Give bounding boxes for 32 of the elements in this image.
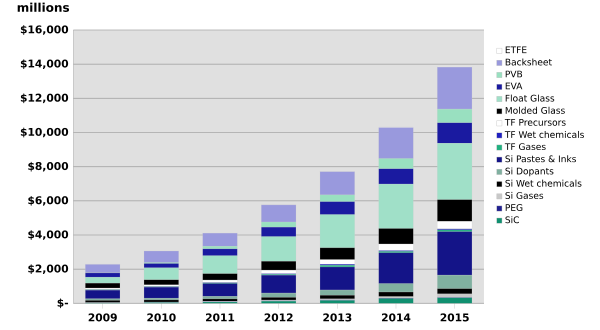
x-tick-label: 2015 (440, 313, 469, 322)
y-tick-label: $14,000 (20, 59, 68, 70)
legend-label: Si Gases (505, 192, 544, 199)
y-axis-title: millions (18, 2, 70, 12)
x-tick-label: 2012 (264, 313, 293, 322)
y-tick-label: $- (58, 298, 68, 308)
legend-label: Si Pastes & Inks (505, 155, 576, 162)
legend-label: TF Wet chemicals (504, 130, 584, 138)
legend-label: Si Wet chemicals (505, 180, 582, 187)
legend-label: PEG (506, 204, 522, 211)
y-tick-label: $12,000 (20, 94, 68, 104)
legend-label: Molded Glass (506, 106, 565, 114)
y-tick-label: $10,000 (20, 128, 68, 138)
y-tick-label: $8,000 (28, 162, 68, 172)
legend-label: TF Gases (504, 143, 546, 150)
legend-label: ETFE (506, 46, 526, 54)
y-tick-label: $2,000 (28, 264, 68, 274)
y-tick-label: $4,000 (28, 230, 68, 240)
x-tick-label: 2009 (88, 313, 117, 322)
legend-label: TF Precursors (504, 119, 566, 126)
legend-label: PVB (506, 70, 522, 78)
y-tick-label: $16,000 (20, 25, 68, 35)
legend-label: SiC (505, 216, 519, 224)
x-tick-label: 2013 (323, 313, 352, 322)
legend-label: EVA (506, 82, 522, 90)
legend-label: Backsheet (506, 58, 552, 66)
x-tick-label: 2014 (382, 313, 410, 322)
legend-label: Si Dopants (505, 167, 554, 176)
x-tick-label: 2011 (206, 313, 234, 322)
x-tick-label: 2010 (147, 313, 176, 322)
legend-label: Float Glass (506, 94, 554, 102)
y-tick-label: $6,000 (28, 196, 68, 206)
